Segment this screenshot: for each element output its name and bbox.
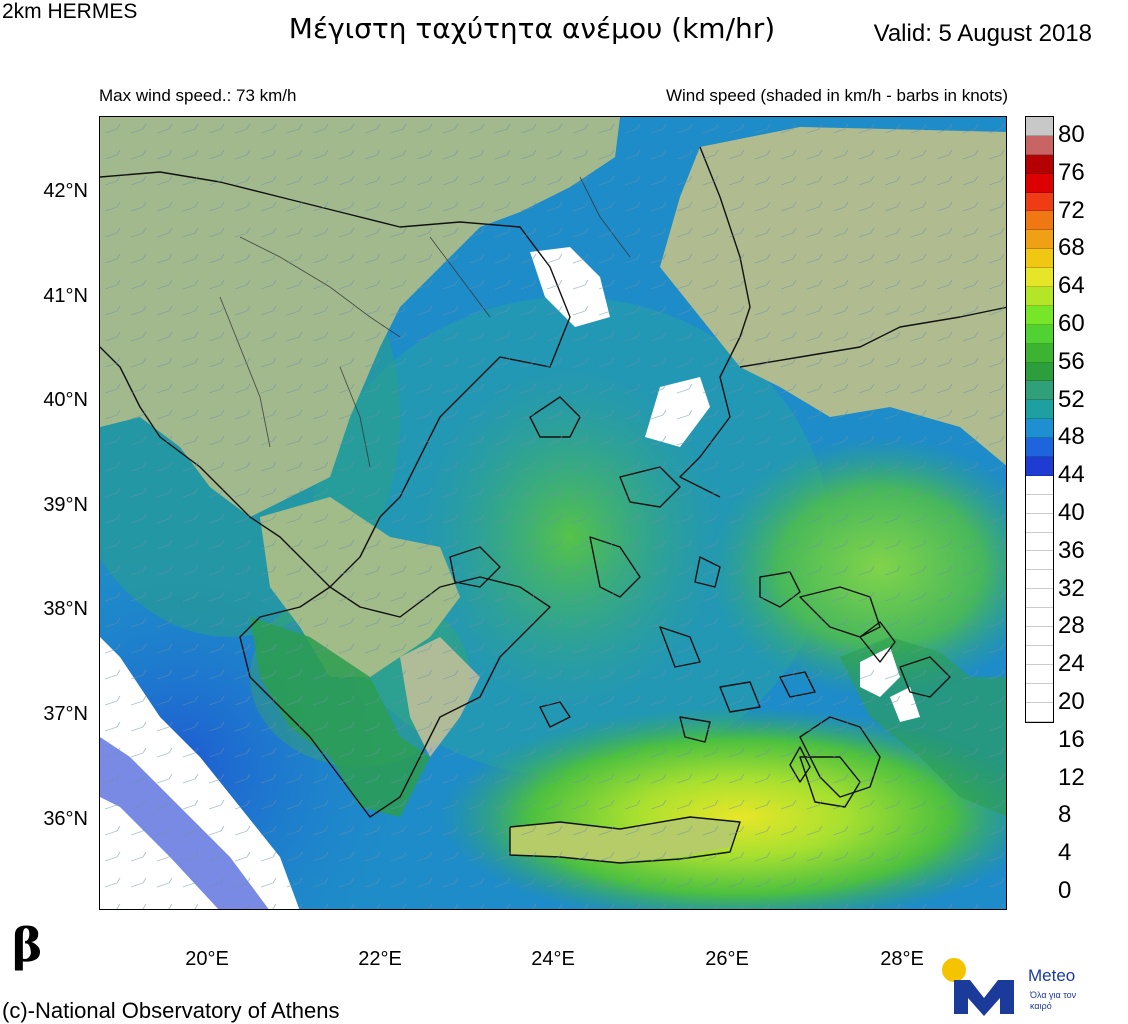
- colorbar-segment: [1026, 457, 1053, 476]
- colorbar-segment: [1026, 419, 1053, 439]
- lon-label-28e: 28°E: [880, 948, 924, 970]
- colorbar-segment: [1026, 683, 1053, 703]
- lat-label-37n: 37°N: [43, 703, 88, 725]
- colorbar-label: 56: [1058, 347, 1085, 375]
- colorbar-segment: [1026, 268, 1053, 288]
- lat-label-42n: 42°N: [43, 180, 88, 202]
- colorbar-label: 64: [1058, 272, 1085, 300]
- colorbar-segment: [1026, 475, 1053, 495]
- colorbar-segment: [1026, 287, 1053, 306]
- colorbar-segment: [1026, 362, 1053, 382]
- colorbar-segment: [1026, 513, 1053, 533]
- colorbar-segment: [1026, 135, 1053, 155]
- colorbar-segment: [1026, 117, 1053, 136]
- credit-text: (c)-National Observatory of Athens: [2, 998, 340, 1023]
- colorbar-label: 20: [1058, 687, 1085, 715]
- model-name: 2km HERMES: [2, 0, 138, 23]
- colorbar-segment: [1026, 230, 1053, 250]
- colorbar-segment: [1026, 305, 1053, 325]
- colorbar-label: 36: [1058, 536, 1085, 564]
- lon-label-26e: 26°E: [705, 948, 749, 970]
- lon-label-24e: 24°E: [531, 948, 575, 970]
- colorbar-label: 24: [1058, 650, 1085, 678]
- lat-label-41n: 41°N: [43, 285, 88, 307]
- colorbar-segment: [1026, 173, 1053, 193]
- wind-map: [99, 116, 1007, 910]
- colorbar-segment: [1026, 324, 1053, 344]
- colorbar-segment: [1026, 154, 1053, 174]
- lon-label-22e: 22°E: [358, 948, 402, 970]
- colorbar-segment: [1026, 400, 1053, 420]
- colorbar-label: 16: [1058, 725, 1085, 753]
- lat-label-36n: 36°N: [43, 808, 88, 830]
- colorbar-label: 28: [1058, 612, 1085, 640]
- colorbar-label: 0: [1058, 876, 1072, 904]
- colorbar-segment: [1026, 211, 1053, 231]
- colorbar-segment: [1026, 664, 1053, 684]
- colorbar: [1025, 116, 1054, 723]
- colorbar-label: 76: [1058, 158, 1085, 186]
- colorbar-segment: [1026, 343, 1053, 363]
- colorbar-segment: [1026, 627, 1053, 646]
- colorbar-label: 8: [1058, 801, 1072, 829]
- lon-label-20e: 20°E: [185, 948, 229, 970]
- colorbar-label: 68: [1058, 234, 1085, 262]
- colorbar-segment: [1026, 608, 1053, 628]
- colorbar-segment: [1026, 589, 1053, 609]
- colorbar-segment: [1026, 438, 1053, 458]
- colorbar-label: 52: [1058, 385, 1085, 413]
- colorbar-segment: [1026, 570, 1053, 590]
- colorbar-label: 72: [1058, 196, 1085, 224]
- lat-label-40n: 40°N: [43, 389, 88, 411]
- colorbar-label: 4: [1058, 839, 1072, 867]
- colorbar-segment: [1026, 494, 1053, 514]
- colorbar-segment: [1026, 249, 1053, 269]
- colorbar-segment: [1026, 645, 1053, 665]
- colorbar-segment: [1026, 192, 1053, 212]
- wind-map-graphic: [100, 117, 1006, 909]
- valid-date: Valid: 5 August 2018: [873, 20, 1092, 47]
- panel-letter: β: [12, 918, 43, 972]
- meteo-m-sun-logo-icon: [942, 958, 1014, 1016]
- colorbar-label: 32: [1058, 574, 1085, 602]
- max-wind-label: Max wind speed.: 73 km/h: [99, 86, 297, 105]
- colorbar-label: 60: [1058, 309, 1085, 337]
- colorbar-segment: [1026, 532, 1053, 552]
- colorbar-segment: [1026, 702, 1053, 722]
- map-title: Μέγιστη ταχύτητα ανέμου (km/hr): [288, 12, 776, 45]
- colorbar-segment: [1026, 381, 1053, 401]
- colorbar-label: 48: [1058, 423, 1085, 451]
- meteo-tagline: Όλα για τον καιρό: [1030, 990, 1077, 1011]
- colorbar-label: 40: [1058, 498, 1085, 526]
- meteo-brand-name: Meteo: [1028, 966, 1076, 985]
- colorbar-label: 44: [1058, 461, 1085, 489]
- legend-note: Wind speed (shaded in km/h - barbs in kn…: [665, 86, 1008, 105]
- colorbar-label: 80: [1058, 120, 1085, 148]
- lat-label-39n: 39°N: [43, 494, 88, 516]
- lat-label-38n: 38°N: [43, 598, 88, 620]
- colorbar-label: 12: [1058, 763, 1085, 791]
- colorbar-segment: [1026, 551, 1053, 571]
